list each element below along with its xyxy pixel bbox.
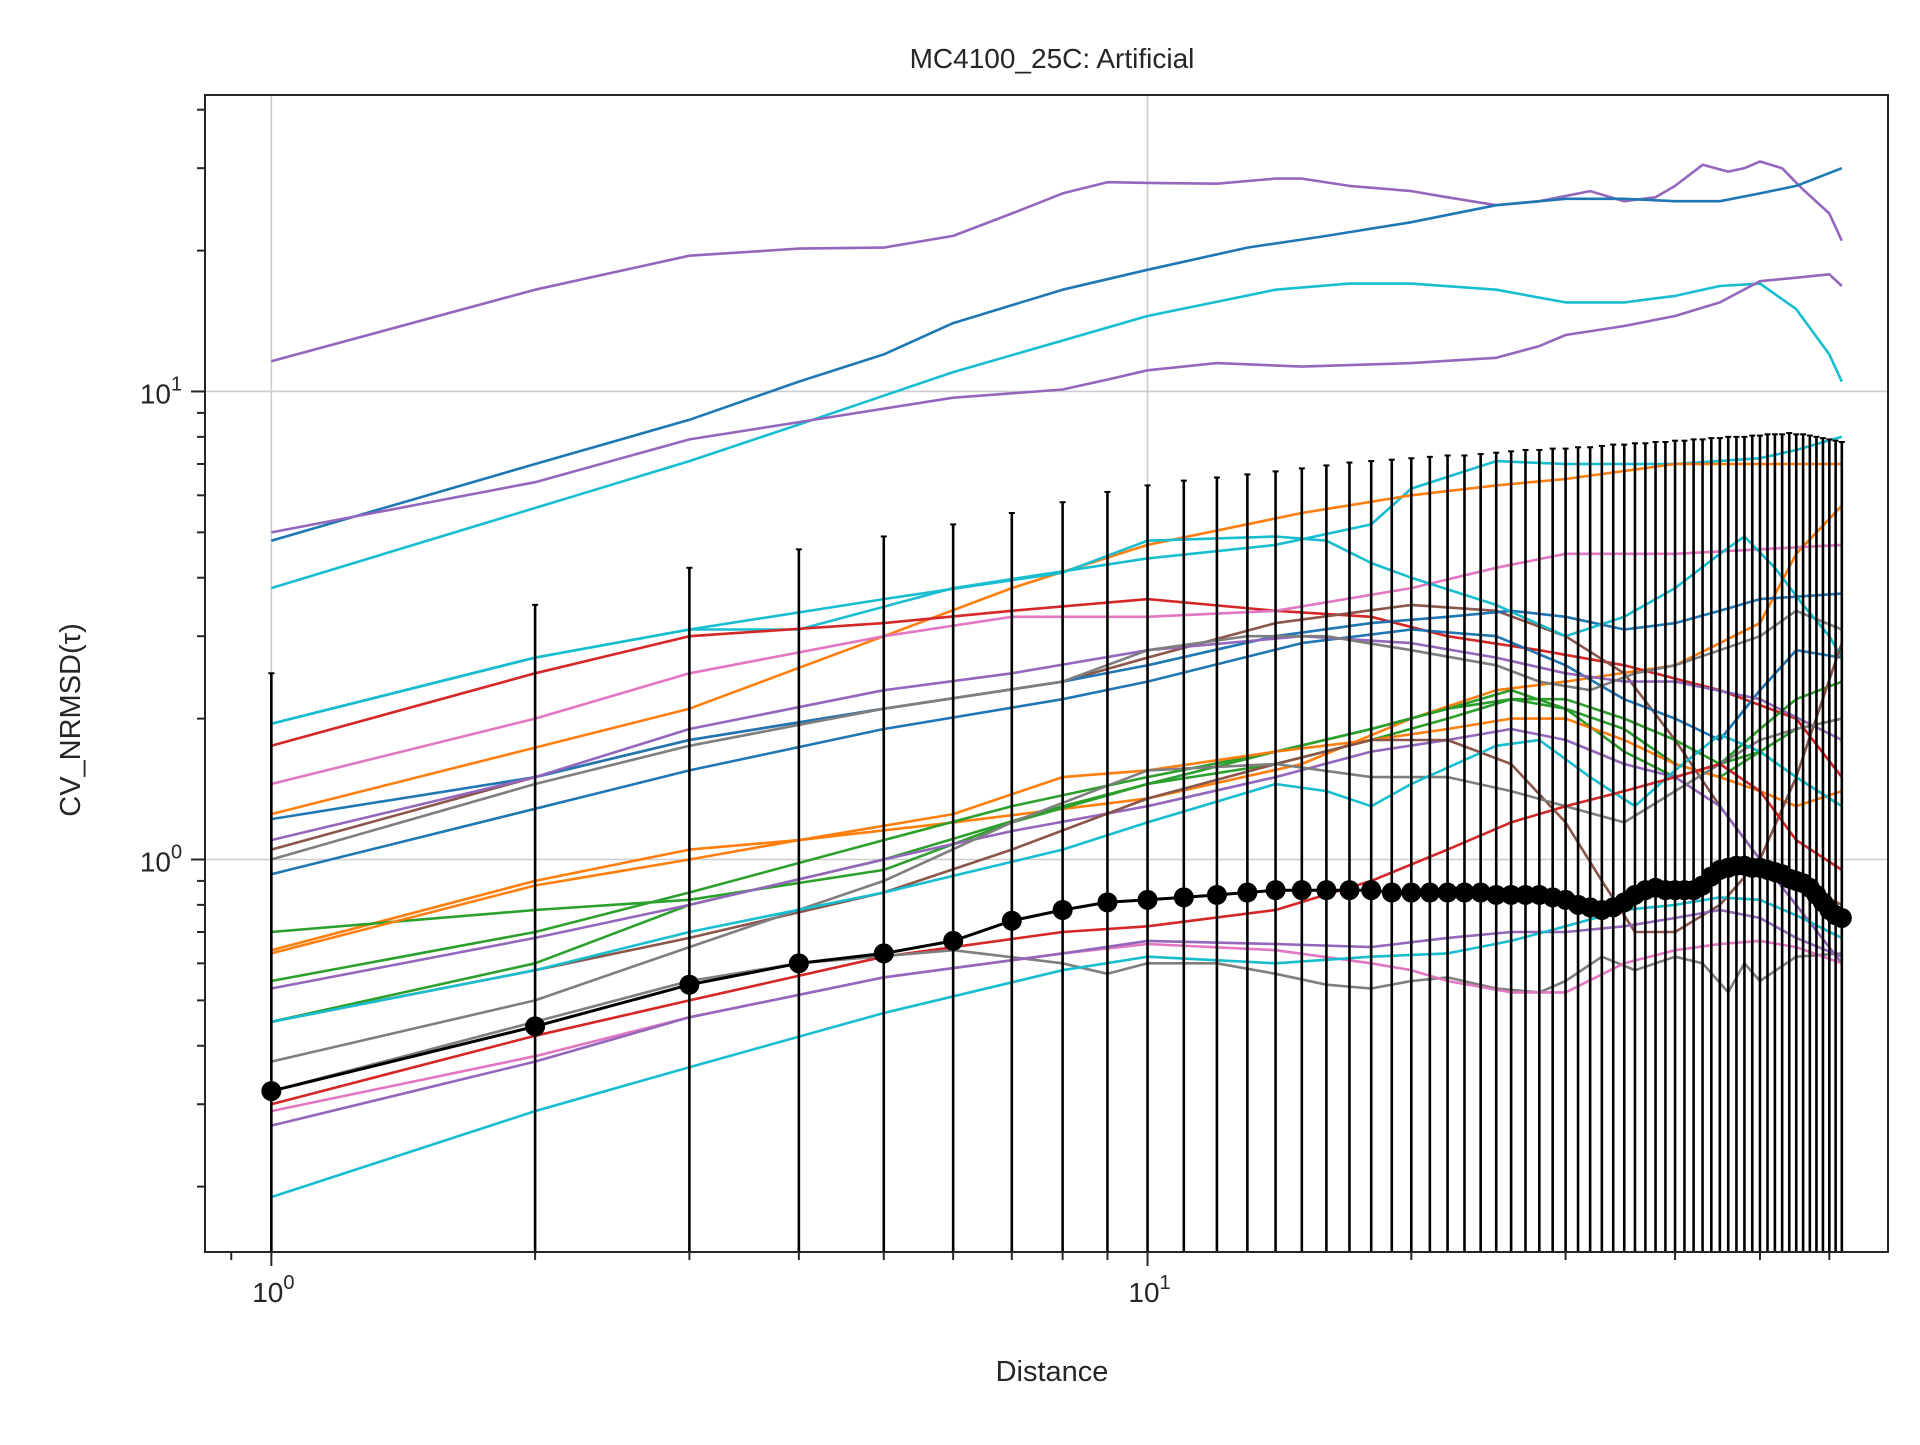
mean-point bbox=[1454, 882, 1475, 903]
y-tick-label: 100 bbox=[140, 842, 182, 878]
mean-point bbox=[1339, 880, 1360, 901]
mean-point bbox=[1206, 884, 1227, 905]
series-line-4 bbox=[271, 273, 1843, 534]
mean-point bbox=[1831, 907, 1852, 928]
mean-point bbox=[1097, 892, 1118, 913]
x-axis-label: Distance bbox=[996, 1356, 1109, 1388]
y-axis-label: CV_NRMSD(τ) bbox=[55, 623, 87, 817]
mean-point bbox=[1501, 884, 1522, 905]
mean-point bbox=[1515, 884, 1536, 905]
mean-point bbox=[1470, 882, 1491, 903]
mean-point bbox=[1486, 884, 1507, 905]
mean-point bbox=[1237, 882, 1258, 903]
chart-title: MC4100_25C: Artificial bbox=[910, 43, 1195, 74]
series-line-15 bbox=[270, 535, 1843, 726]
mean-point bbox=[1437, 882, 1458, 903]
mean-point bbox=[1401, 882, 1422, 903]
mean-point bbox=[1001, 910, 1022, 931]
mean-point bbox=[261, 1081, 282, 1102]
mean-point bbox=[943, 930, 964, 951]
mean-point bbox=[1361, 880, 1382, 901]
series-line-7 bbox=[270, 462, 1842, 816]
mean-point bbox=[1173, 887, 1194, 908]
mean-point bbox=[1381, 882, 1402, 903]
series-line-14 bbox=[270, 609, 1843, 861]
series-line-3 bbox=[270, 282, 1843, 590]
series-line-1 bbox=[270, 160, 1843, 363]
mean-point bbox=[1137, 889, 1158, 910]
axis-ticks: 100 101 100 101 bbox=[140, 108, 1831, 1308]
y-tick-label: 101 bbox=[140, 373, 182, 409]
x-tick-label: 100 bbox=[252, 1272, 294, 1308]
mean-point bbox=[788, 953, 809, 974]
x-tick-label: 101 bbox=[1128, 1272, 1170, 1308]
series-line-11 bbox=[271, 592, 1842, 821]
mean-point bbox=[679, 974, 700, 995]
series-line-19 bbox=[270, 717, 1843, 955]
plot-frame bbox=[204, 94, 1889, 1253]
mean-point bbox=[1316, 880, 1337, 901]
series-line-8 bbox=[270, 597, 1843, 778]
mean-point bbox=[1052, 900, 1073, 921]
mean-point bbox=[873, 943, 894, 964]
series-line-2 bbox=[270, 166, 1843, 542]
mean-point bbox=[1265, 880, 1286, 901]
mean-point bbox=[1419, 882, 1440, 903]
error-bars bbox=[268, 432, 1845, 1252]
mean-point bbox=[1291, 880, 1312, 901]
mean-series bbox=[261, 855, 1852, 1102]
mean-point bbox=[525, 1016, 546, 1037]
